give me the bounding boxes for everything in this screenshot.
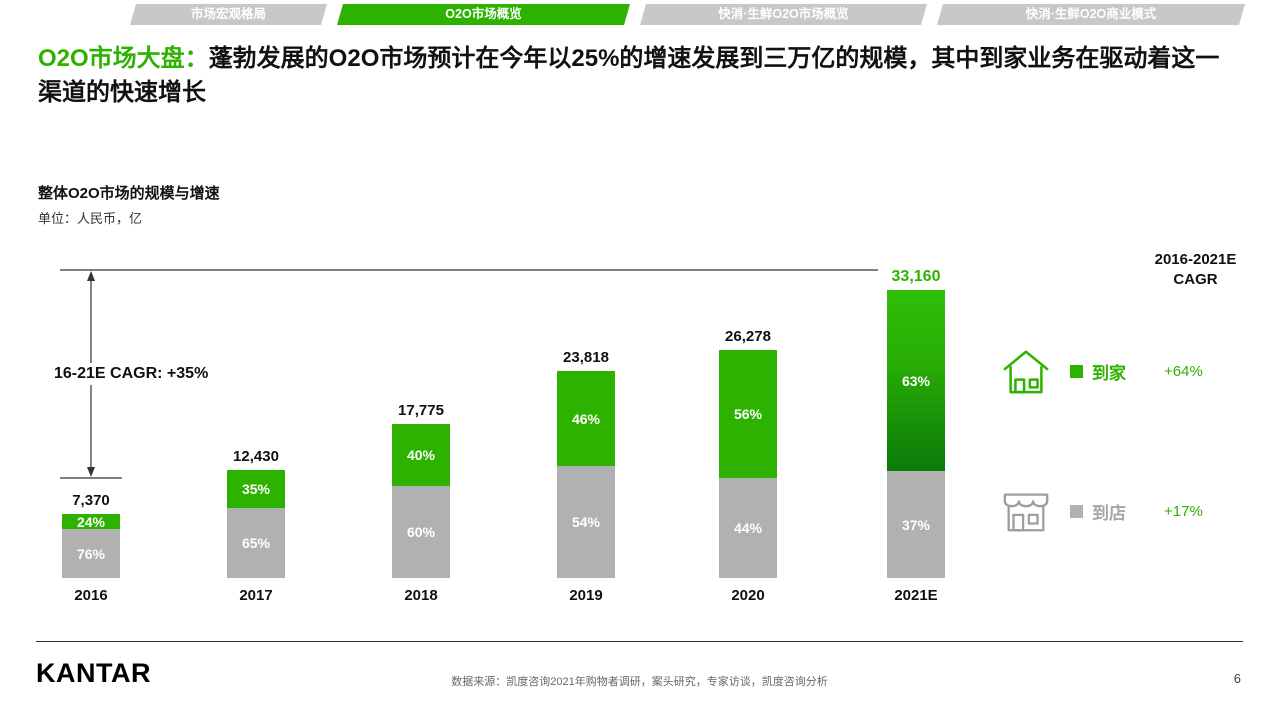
segment-store: 76% [62,529,120,578]
legend-item-store: 到店 +17% [1000,485,1203,537]
top-tab-bar: 市场宏观格局 O2O市场概览 快消·生鲜O2O市场概览 快消·生鲜O2O商业模式 [130,4,1245,25]
chart-unit-label: 单位：人民币，亿 [38,211,143,226]
page-title-highlight: O2O市场大盘： [38,45,209,72]
bar-total-label: 17,775 [398,402,444,419]
legend-header-line2: CAGR [1173,270,1218,288]
home-legend-swatch [1070,364,1083,378]
tab-fmcg-fresh-overview[interactable]: 快消·生鲜O2O市场概览 [640,4,927,25]
bar-total-label: 12,430 [233,448,279,465]
segment-store: 44% [719,478,777,578]
store-icon [1003,493,1049,532]
segment-store: 37% [887,471,945,578]
page-number: 6 [1233,671,1241,686]
bar-total-label: 26,278 [725,328,771,345]
segment-home: 56% [719,350,777,478]
legend-label-store: 到店 [1092,503,1126,523]
segment-store: 65% [227,508,285,578]
segment-home: 24% [62,514,120,529]
legend-item-home: 到家 +64% [1000,345,1203,397]
bar-category-label: 2018 [404,587,438,604]
tab-fmcg-fresh-business-model[interactable]: 快消·生鲜O2O商业模式 [937,4,1245,25]
tab-o2o-overview[interactable]: O2O市场概览 [337,4,630,25]
bar-2018: 17,775 40% 60% 2018 [392,402,450,604]
segment-home: 40% [392,424,450,486]
segment-store: 54% [557,466,615,578]
bar-total-label: 7,370 [72,492,110,509]
legend-cagr-store: +17% [1164,502,1203,520]
segment-home: 35% [227,470,285,508]
bar-category-label: 2021E [894,587,938,604]
house-icon [1003,350,1049,394]
data-source-note: 数据来源：凯度咨询2021年购物者调研，案头研究，专家访谈，凯度咨询分析 [451,676,828,688]
page-title: O2O市场大盘：蓬勃发展的O2O市场预计在今年以25%的增速发展到三万亿的规模，… [38,42,1238,110]
store-legend-swatch [1070,504,1083,518]
legend-label-home: 到家 [1092,363,1126,383]
bar-2020: 26,278 56% 44% 2020 [719,328,777,604]
bar-category-label: 2020 [731,587,765,604]
chart-title: 整体O2O市场的规模与增速 [38,185,220,202]
bar-category-label: 2019 [569,587,603,604]
segment-home: 46% [557,371,615,466]
bar-total-label: 33,160 [891,268,941,285]
chart-header: 整体O2O市场的规模与增速 单位：人民币，亿 [38,182,220,227]
bar-category-label: 2016 [74,587,108,604]
tab-market-macro[interactable]: 市场宏观格局 [130,4,327,25]
legend-header-line1: 2016-2021E [1154,251,1237,268]
segment-home: 63% [887,290,945,471]
cagr-annotation: 16-21E CAGR: +35% [50,363,213,385]
kantar-logo: KANTAR [36,658,151,688]
segment-store: 60% [392,486,450,578]
legend-header: 2016-2021E CAGR [1128,250,1263,289]
footer-divider [36,641,1243,642]
bar-2021E: 33,160 63% 37% 2021E [887,268,945,604]
bars-area: 7,370 24% 76% 2016 12,430 35% 65% 2017 17,775 40%… [0,240,1279,640]
legend-cagr-home: +64% [1164,362,1203,380]
bar-category-label: 2017 [239,587,273,604]
bar-2017: 12,430 35% 65% 2017 [227,448,285,604]
bar-2019: 23,818 46% 54% 2019 [557,349,615,604]
bar-total-label: 23,818 [563,349,609,366]
o2o-market-stacked-bar-chart: 16-21E CAGR: +35% 7,370 24% 76% 2016 12,430 3… [0,240,1279,640]
page-title-rest: 蓬勃发展的O2O市场预计在今年以25%的增速发展到三万亿的规模，其中到家业务在驱… [38,45,1220,107]
bar-2016: 7,370 24% 76% 2016 [62,492,120,604]
